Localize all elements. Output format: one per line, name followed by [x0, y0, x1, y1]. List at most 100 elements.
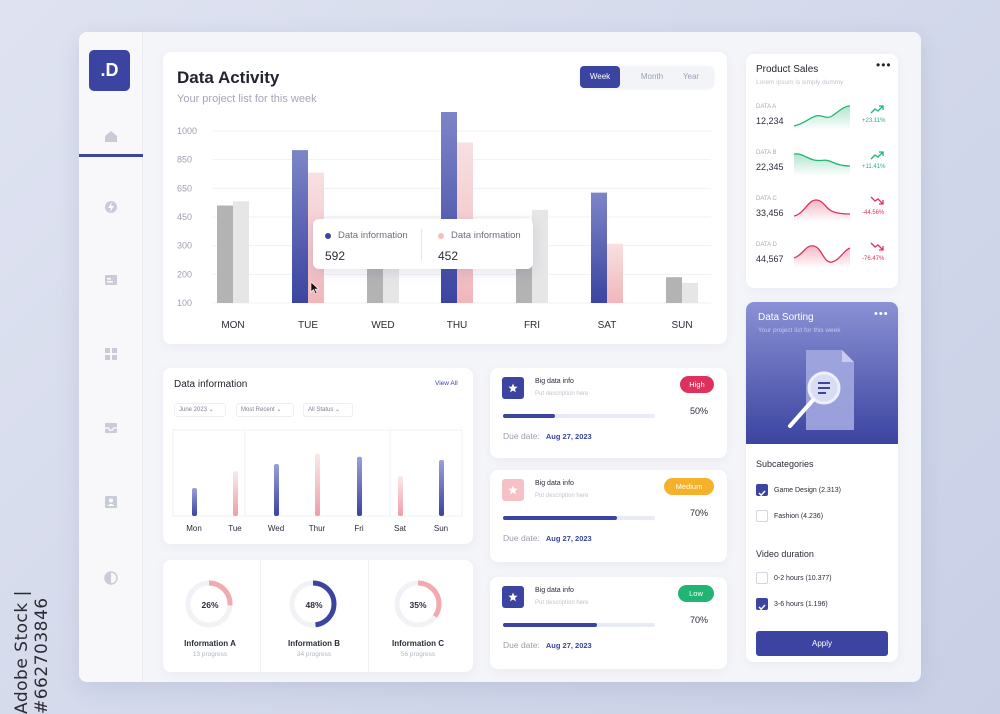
sidebar-item-contacts[interactable]: [79, 482, 143, 522]
bar-series-b[interactable]: [233, 201, 249, 303]
subcategories-title: Subcategories: [756, 459, 814, 469]
checkbox-label: 0-2 hours (10.377): [774, 575, 832, 582]
x-tick-label: TUE: [298, 320, 318, 331]
mini-x-label: Mon: [186, 524, 202, 533]
logo: .D: [89, 50, 130, 91]
x-tick-label: WED: [371, 320, 394, 331]
filter-status-label: All Status: [308, 407, 334, 413]
filter-month-dropdown[interactable]: June 2023 ⌄: [174, 403, 226, 417]
gauge-arc: [394, 580, 442, 628]
gauge-arc: [289, 580, 337, 628]
filter-sort-dropdown[interactable]: Most Recent ⌄: [236, 403, 294, 417]
product-sales-row[interactable]: DATA B 22,345 +11.41%: [756, 150, 891, 190]
priority-badge: Medium: [664, 478, 714, 495]
sparkline-area: [794, 106, 850, 130]
trend-down-icon: [870, 196, 884, 205]
trend-down-icon: [870, 242, 884, 251]
gauge-c-sub: 56 progress: [400, 651, 436, 658]
information-gauges-card: 26% 48% 35% Information A Information B …: [163, 560, 473, 672]
mini-bar-pink[interactable]: [398, 476, 403, 516]
mini-bar-pink[interactable]: [315, 453, 320, 516]
bar-series-a[interactable]: [441, 112, 457, 303]
sidebar-item-activity[interactable]: [79, 187, 143, 227]
product-sales-title: Product Sales: [756, 64, 819, 75]
apply-button[interactable]: Apply: [756, 631, 888, 656]
tooltip-value-2: 452: [438, 249, 459, 263]
more-options-icon[interactable]: •••: [874, 308, 889, 320]
tab-week[interactable]: Week: [580, 66, 620, 88]
task-progress-fill: [503, 414, 555, 418]
trend-up-icon: [870, 151, 884, 160]
gauge-a-sub: 13 progress: [192, 651, 228, 658]
sparkline-area: [794, 245, 850, 268]
inbox-icon: [105, 423, 117, 433]
checkbox-label: 3-6 hours (1.196): [774, 601, 828, 608]
gauge-divider: [260, 560, 261, 672]
tab-month[interactable]: Month: [640, 72, 664, 81]
video-duration-title: Video duration: [756, 549, 814, 559]
gauge-divider: [368, 560, 369, 672]
product-sales-row[interactable]: DATA C 33,456 -44.56%: [756, 196, 891, 236]
mini-x-label: Tue: [228, 524, 242, 533]
product-sales-subtitle: Lorem ipsum is simply dummy: [756, 79, 844, 86]
task-percent: 70%: [690, 508, 709, 518]
mini-bar-pink[interactable]: [233, 471, 238, 516]
filter-status-dropdown[interactable]: All Status ⌄: [303, 403, 353, 417]
bar-series-b[interactable]: [532, 209, 548, 303]
gauge-b-sub: 34 progress: [296, 651, 332, 658]
gauge-c-label: Information C: [392, 639, 444, 648]
mini-bar-blue[interactable]: [439, 460, 444, 516]
task-progress-bar: [503, 516, 655, 520]
bar-series-b[interactable]: [607, 243, 623, 303]
sorting-subtitle: Your project list for this week: [758, 327, 841, 334]
task-card[interactable]: Big data info Put description here High …: [490, 368, 727, 458]
sidebar-item-theme[interactable]: [79, 558, 143, 598]
y-tick-label: 1000: [177, 126, 197, 136]
view-all-link[interactable]: View All: [435, 380, 458, 387]
checkbox-3-6-hours[interactable]: [756, 598, 768, 611]
checkbox-game-design[interactable]: [756, 484, 768, 497]
task-star-icon: [502, 377, 524, 399]
mini-bar-blue[interactable]: [192, 488, 197, 516]
checkbox-0-2-hours[interactable]: [756, 572, 768, 584]
more-options-icon[interactable]: •••: [876, 58, 892, 72]
task-star-icon: [502, 586, 524, 608]
task-due-date: Due date: Aug 27, 2023: [503, 640, 592, 650]
tab-year[interactable]: Year: [682, 72, 700, 81]
gauge-rings: [185, 580, 442, 628]
gauge-b-label: Information B: [288, 639, 340, 648]
priority-badge: Low: [678, 585, 714, 602]
bar-series-a[interactable]: [292, 150, 308, 303]
home-icon: [105, 130, 117, 142]
check-icon: [758, 490, 766, 497]
mini-bar-blue[interactable]: [357, 456, 362, 516]
sidebar-item-home[interactable]: [79, 117, 143, 157]
checkbox-fashion[interactable]: [756, 510, 768, 522]
product-sales-card: Product Sales Lorem ipsum is simply dumm…: [746, 54, 898, 288]
sorting-title: Data Sorting: [758, 312, 814, 323]
info-title: Data information: [174, 379, 248, 390]
bar-series-a[interactable]: [666, 277, 682, 303]
task-card[interactable]: Big data info Put description here Low 7…: [490, 577, 727, 669]
task-description: Put description here: [535, 493, 589, 499]
product-sales-row[interactable]: DATA D 44,567 -76.47%: [756, 242, 891, 282]
bar-series-b[interactable]: [682, 282, 698, 303]
task-card[interactable]: Big data info Put description here Mediu…: [490, 470, 727, 562]
bar-series-a[interactable]: [591, 192, 607, 303]
product-value: 22,345: [756, 162, 784, 172]
task-percent: 70%: [690, 615, 709, 625]
sidebar-item-grid[interactable]: [79, 334, 143, 374]
sidebar-item-inbox[interactable]: [79, 408, 143, 448]
activity-title: Data Activity: [177, 68, 280, 87]
y-tick-label: 300: [177, 241, 192, 251]
due-value: Aug 27, 2023: [545, 534, 592, 543]
bar-series-a[interactable]: [217, 205, 233, 303]
due-label: Due date:: [503, 431, 540, 441]
mini-x-label: Sat: [394, 524, 407, 533]
sidebar-item-cards[interactable]: [79, 260, 143, 300]
dashboard-window: .D Data Activity Your project list for t…: [79, 32, 921, 682]
task-progress-fill: [503, 623, 598, 627]
product-sales-row[interactable]: DATA A 12,234 +23.11%: [756, 104, 891, 144]
x-tick-label: THU: [447, 320, 468, 331]
mini-bar-blue[interactable]: [274, 464, 279, 516]
